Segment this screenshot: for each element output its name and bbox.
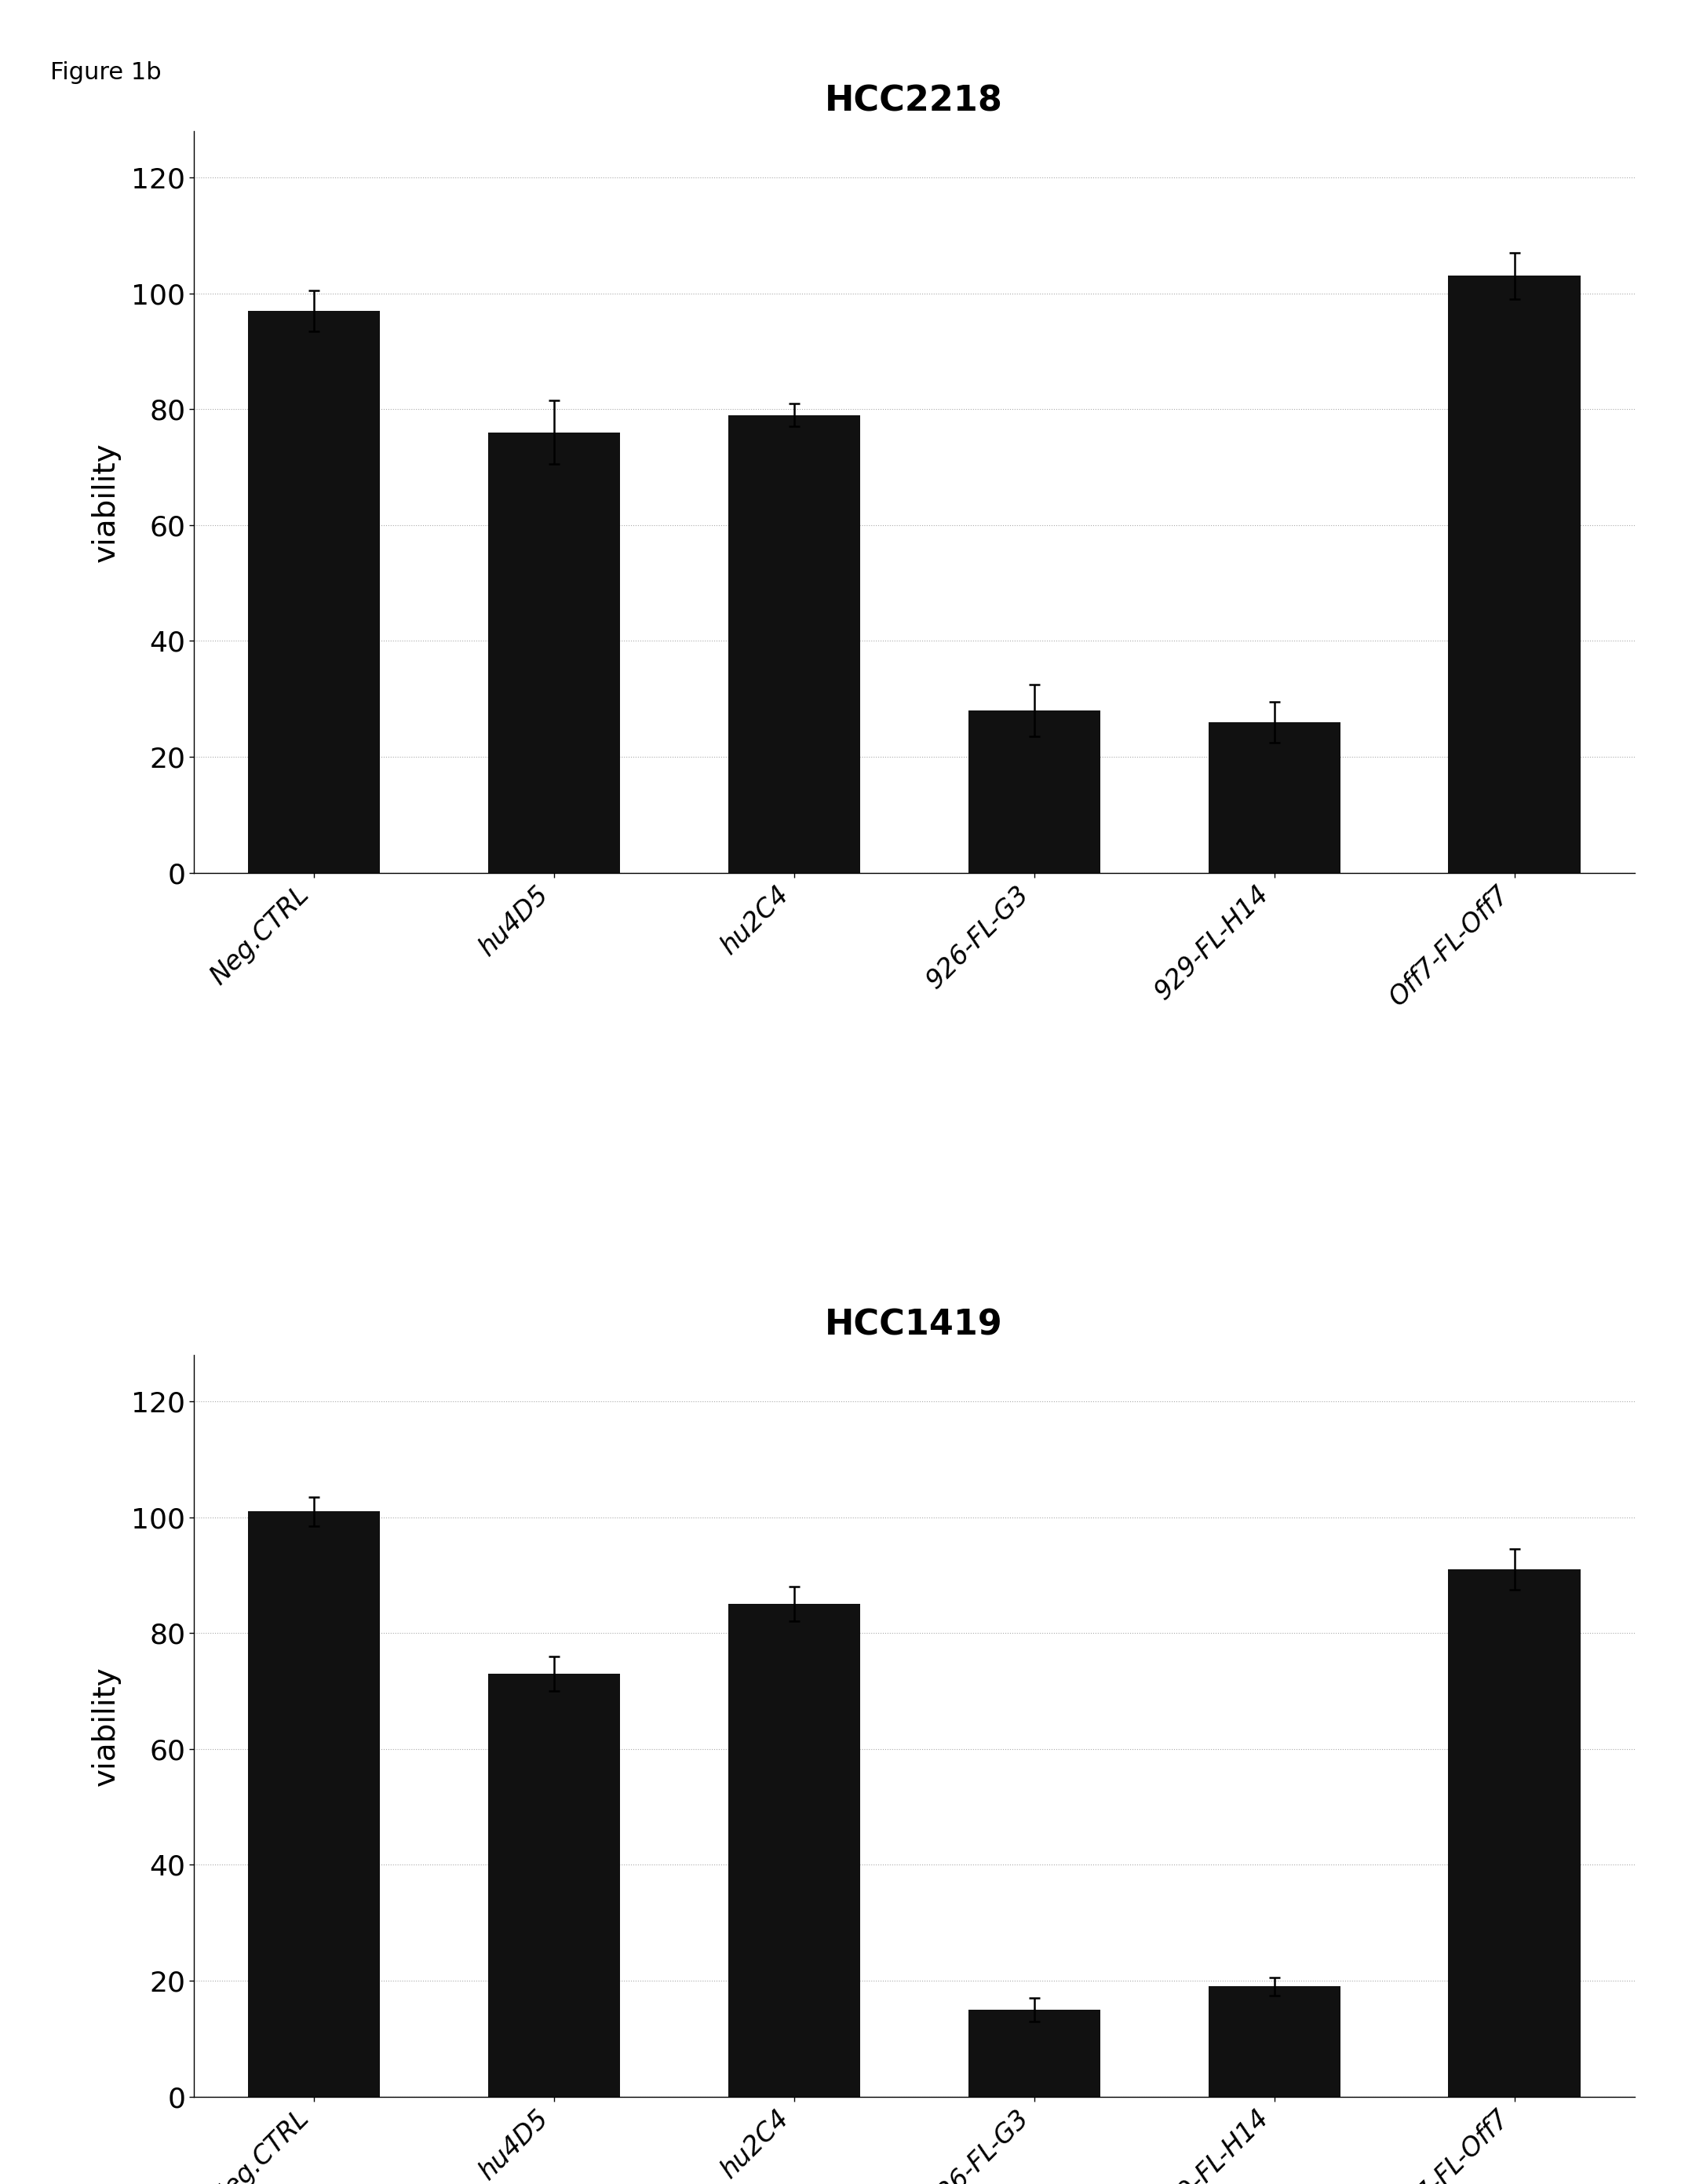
Bar [1449, 275, 1581, 874]
Y-axis label: viability: viability [91, 1666, 121, 1787]
Bar [1208, 723, 1340, 874]
Bar [969, 710, 1100, 874]
Bar [728, 415, 859, 874]
Bar [728, 1603, 859, 2097]
Bar [969, 2009, 1100, 2097]
Text: Figure 1b: Figure 1b [51, 61, 162, 83]
Bar [489, 432, 620, 874]
Title: HCC1419: HCC1419 [826, 1308, 1003, 1343]
Title: HCC2218: HCC2218 [826, 85, 1003, 118]
Bar [489, 1673, 620, 2097]
Bar [248, 310, 379, 874]
Bar [1208, 1987, 1340, 2097]
Y-axis label: viability: viability [91, 441, 121, 561]
Bar [248, 1511, 379, 2097]
Bar [1449, 1570, 1581, 2097]
